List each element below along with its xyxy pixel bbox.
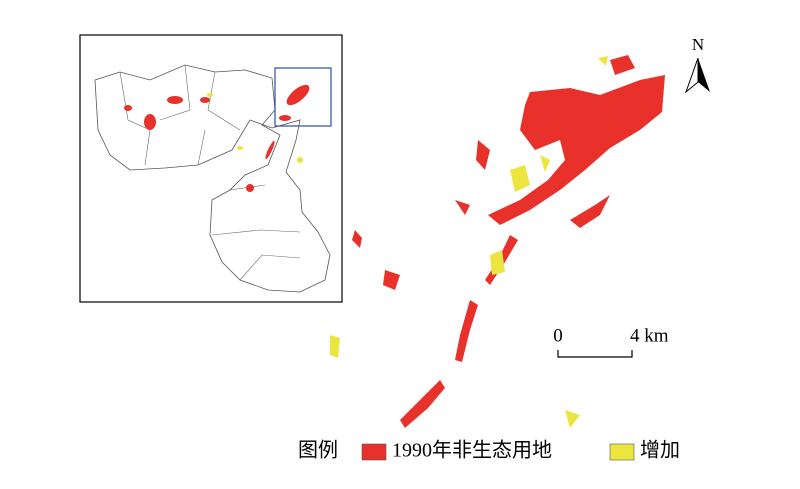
legend-swatch — [609, 443, 635, 461]
patch — [610, 55, 635, 75]
inset-extent-box — [274, 67, 332, 127]
main-area — [488, 75, 665, 225]
north-label: N — [692, 35, 704, 54]
north-arrow-left — [684, 57, 699, 94]
increase-patch — [490, 250, 505, 275]
inset-boundary — [94, 64, 331, 293]
patch — [383, 270, 400, 290]
patch — [400, 380, 445, 428]
inset-frame — [79, 34, 343, 303]
increase-patch — [540, 155, 550, 172]
inset-map — [79, 34, 343, 303]
scale-bar — [557, 350, 633, 358]
legend-title: 图例 — [298, 439, 338, 462]
increase-patch — [565, 410, 580, 428]
patch — [352, 230, 362, 248]
main-map-patches — [352, 55, 665, 428]
legend: 图例 1990年非生态用地 增加 — [298, 439, 680, 462]
patch — [476, 140, 490, 170]
patch — [570, 195, 610, 228]
inset-increase — [207, 93, 303, 163]
legend-label: 增加 — [640, 439, 680, 462]
increase-patch — [330, 335, 340, 358]
patch — [455, 200, 470, 215]
legend-label: 1990年非生态用地 — [392, 439, 552, 462]
increase-patch — [510, 165, 530, 192]
north-arrow-right — [698, 58, 710, 92]
main-map-increase — [330, 56, 608, 428]
inset-patches — [124, 84, 310, 192]
patch — [455, 300, 478, 362]
legend-swatch — [361, 443, 387, 461]
scale-end-label: 4 km — [630, 325, 669, 346]
scale-start-label: 0 — [553, 325, 563, 346]
increase-patch — [598, 56, 608, 66]
